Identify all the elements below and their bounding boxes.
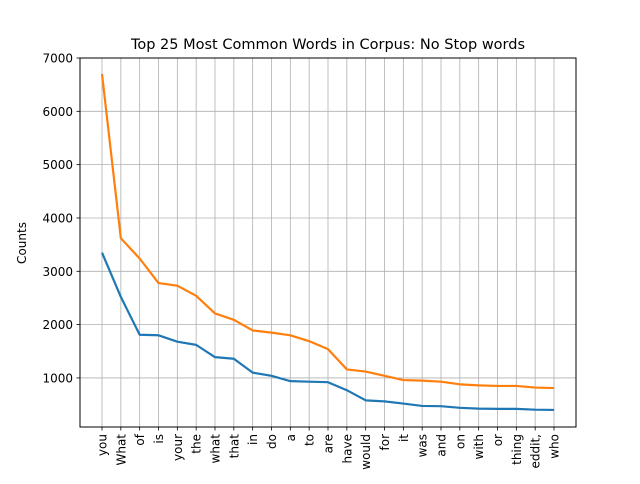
x-tick-label: What — [114, 434, 128, 466]
y-tick-label: 5000 — [42, 158, 73, 172]
x-axis-ticks: you What of is your the what that in do a to are have… — [96, 427, 562, 470]
x-tick-label: that — [227, 434, 241, 459]
x-tick-label: with — [472, 434, 486, 459]
series-line-2 — [100, 73, 555, 390]
chart-title: Top 25 Most Common Words in Corpus: No S… — [130, 37, 525, 53]
x-tick-label: the — [190, 434, 204, 454]
x-tick-label: would — [359, 434, 373, 470]
grid — [80, 57, 576, 427]
x-tick-label: thing — [510, 434, 524, 465]
x-tick-label: your — [171, 434, 185, 461]
x-tick-label: are — [322, 434, 336, 453]
x-tick-label: have — [340, 434, 354, 463]
x-tick-label: who — [548, 434, 562, 459]
y-axis-label: Counts — [15, 222, 29, 264]
x-tick-label: on — [453, 434, 467, 449]
series-lines — [100, 73, 555, 412]
y-tick-label: 7000 — [42, 52, 73, 66]
x-tick-label: eddit, — [529, 434, 543, 468]
x-tick-label: to — [303, 434, 317, 446]
x-tick-label: do — [265, 434, 279, 449]
y-tick-label: 2000 — [42, 318, 73, 332]
series-line-1 — [100, 252, 555, 412]
x-tick-label: and — [435, 434, 449, 457]
y-tick-label: 3000 — [42, 265, 73, 279]
x-tick-label: it — [397, 434, 411, 442]
x-tick-label: was — [416, 434, 430, 457]
x-tick-label: what — [209, 434, 223, 464]
y-tick-label: 6000 — [42, 105, 73, 119]
x-tick-label: for — [378, 434, 392, 451]
x-tick-label: a — [284, 434, 298, 441]
x-tick-label: you — [96, 434, 110, 456]
x-tick-label: is — [152, 434, 166, 444]
y-tick-label: 1000 — [42, 371, 73, 385]
x-tick-label: of — [133, 433, 147, 445]
y-tick-label: 4000 — [42, 211, 73, 225]
y-axis-ticks: 1000 2000 3000 4000 5000 6000 7000 — [42, 52, 80, 385]
x-tick-label: or — [491, 434, 505, 446]
x-tick-label: in — [246, 434, 260, 445]
